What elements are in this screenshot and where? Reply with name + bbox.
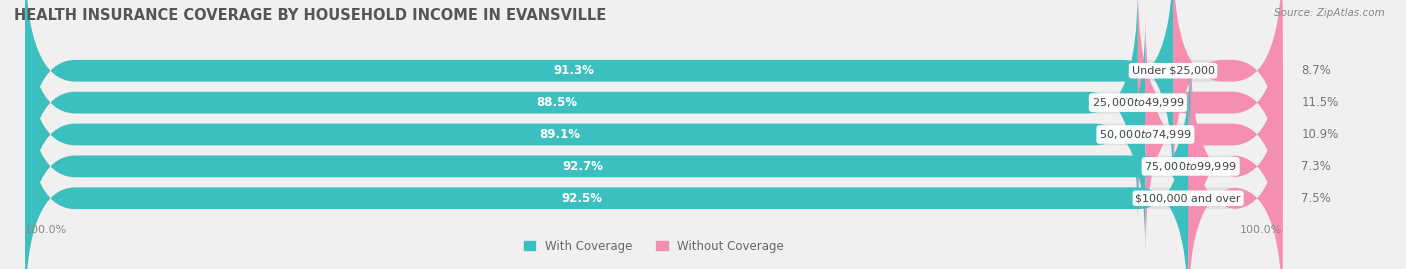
FancyBboxPatch shape [25,82,1282,269]
Text: 7.5%: 7.5% [1302,192,1331,205]
FancyBboxPatch shape [1188,82,1282,269]
Text: 11.5%: 11.5% [1302,96,1339,109]
FancyBboxPatch shape [25,0,1282,219]
Text: 100.0%: 100.0% [25,225,67,235]
Text: 8.7%: 8.7% [1302,64,1331,77]
Text: 92.5%: 92.5% [561,192,602,205]
Text: 100.0%: 100.0% [1240,225,1282,235]
FancyBboxPatch shape [25,82,1188,269]
FancyBboxPatch shape [25,0,1173,187]
Text: HEALTH INSURANCE COVERAGE BY HOUSEHOLD INCOME IN EVANSVILLE: HEALTH INSURANCE COVERAGE BY HOUSEHOLD I… [14,8,606,23]
Text: Source: ZipAtlas.com: Source: ZipAtlas.com [1274,8,1385,18]
FancyBboxPatch shape [25,0,1282,187]
Text: 89.1%: 89.1% [540,128,581,141]
FancyBboxPatch shape [25,50,1282,269]
FancyBboxPatch shape [1146,18,1282,251]
Text: 88.5%: 88.5% [536,96,576,109]
Legend: With Coverage, Without Coverage: With Coverage, Without Coverage [523,240,785,253]
Text: 92.7%: 92.7% [562,160,603,173]
FancyBboxPatch shape [1173,0,1282,187]
Text: 7.3%: 7.3% [1302,160,1331,173]
Text: 10.9%: 10.9% [1302,128,1339,141]
Text: $75,000 to $99,999: $75,000 to $99,999 [1144,160,1237,173]
FancyBboxPatch shape [25,18,1146,251]
Text: Under $25,000: Under $25,000 [1132,66,1215,76]
Text: 91.3%: 91.3% [554,64,595,77]
FancyBboxPatch shape [25,50,1191,269]
FancyBboxPatch shape [25,18,1282,251]
FancyBboxPatch shape [25,0,1137,219]
FancyBboxPatch shape [1137,0,1282,219]
FancyBboxPatch shape [1191,50,1282,269]
Text: $25,000 to $49,999: $25,000 to $49,999 [1091,96,1184,109]
Text: $50,000 to $74,999: $50,000 to $74,999 [1099,128,1192,141]
Text: $100,000 and over: $100,000 and over [1136,193,1241,203]
